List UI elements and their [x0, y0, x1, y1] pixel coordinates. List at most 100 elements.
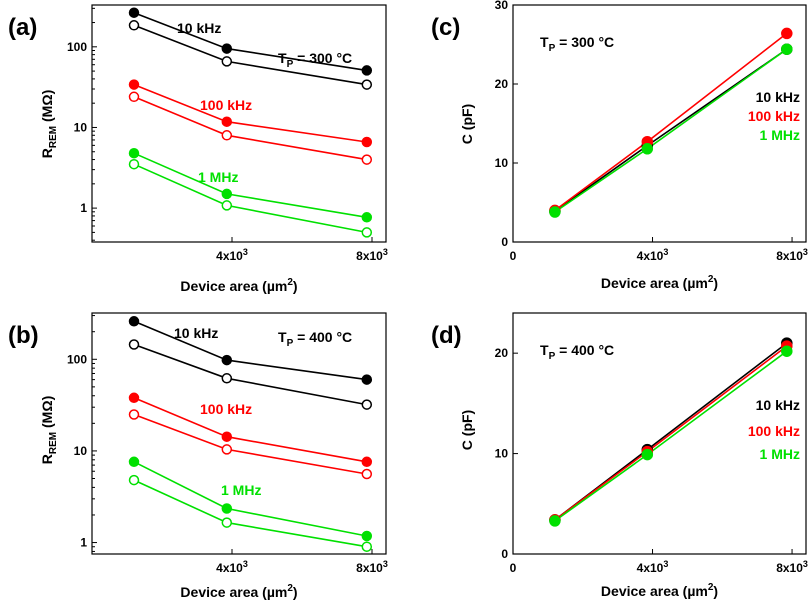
x-tick-label-a-0: 4x103 — [216, 247, 248, 263]
data-point-a-3-0 — [128, 91, 140, 103]
x-tick-label-c-0: 0 — [510, 249, 517, 263]
plot-frame-c — [512, 4, 807, 243]
data-point-b-4-0 — [128, 456, 140, 468]
data-point-a-3-1 — [221, 130, 233, 141]
y-tick-label-c-1: 10 — [495, 156, 509, 170]
x-tick-label-b-0: 4x103 — [216, 559, 248, 575]
data-point-b-2-0 — [128, 392, 140, 404]
series-label-d-0: 10 kHz — [756, 397, 800, 413]
x-tick-label-d-2: 8x103 — [776, 559, 808, 575]
data-point-c-1-2 — [781, 27, 793, 40]
series-label-b-2: 1 MHz — [221, 482, 261, 498]
y-tick-label-b-0: 1 — [80, 536, 87, 550]
data-point-b-0-2 — [361, 374, 373, 385]
series-label-a-0: 10 kHz — [177, 20, 221, 36]
x-tick-label-d-1: 4x103 — [637, 559, 669, 575]
data-point-a-0-1 — [221, 43, 233, 54]
panel-label-c: (c) — [431, 14, 460, 41]
data-point-b-4-1 — [221, 503, 233, 514]
data-point-a-1-2 — [361, 79, 373, 90]
data-point-b-3-1 — [221, 444, 233, 455]
series-label-c-2: 1 MHz — [760, 127, 800, 143]
y-tick-label-b-1: 10 — [74, 444, 88, 458]
data-point-b-1-1 — [221, 373, 233, 384]
series-label-c-0: 10 kHz — [756, 89, 800, 105]
data-point-b-5-0 — [128, 474, 140, 486]
panel-b: (b) 4x103 8x103 1 10 100 Device area (µm2) RREM… — [8, 312, 388, 600]
x-axis-label-b: Device area (µm2) — [180, 583, 297, 600]
annotation-tp-d: TP = 400 °C — [540, 342, 614, 362]
x-axis-label-a: Device area (µm2) — [180, 277, 297, 294]
data-point-a-5-2 — [361, 227, 373, 238]
data-point-b-3-0 — [128, 409, 140, 420]
panel-label-a: (a) — [8, 14, 37, 41]
panel-label-b: (b) — [8, 322, 39, 349]
series-line-a-2 — [133, 83, 367, 143]
data-point-a-2-2 — [361, 136, 373, 148]
y-axis-label-c: C (pF) — [459, 104, 475, 144]
data-point-a-4-2 — [361, 212, 373, 223]
x-axis-label-c: Device area (µm2) — [601, 274, 718, 291]
data-point-a-2-0 — [128, 79, 140, 90]
data-point-d-2-0 — [549, 515, 561, 527]
y-tick-label-b-2: 100 — [67, 352, 87, 366]
data-point-a-4-0 — [128, 147, 140, 159]
data-point-b-1-0 — [128, 339, 140, 350]
y-tick-label-d-0: 0 — [501, 547, 508, 561]
y-tick-label-a-0: 1 — [80, 201, 87, 215]
plot-frame-a — [91, 4, 387, 243]
y-tick-label-d-2: 20 — [495, 346, 509, 360]
data-point-c-2-2 — [781, 43, 793, 55]
data-point-a-2-1 — [221, 116, 233, 127]
x-tick-label-c-2: 8x103 — [776, 247, 808, 263]
y-axis-label-b: RREM (MΩ) — [39, 396, 59, 464]
data-point-a-3-2 — [361, 154, 373, 165]
y-tick-label-c-3: 30 — [495, 0, 509, 12]
series-line-c-2 — [554, 48, 788, 213]
x-tick-label-a-1: 8x103 — [356, 247, 388, 263]
plot-frame-d — [512, 312, 807, 555]
series-line-a-4 — [133, 152, 367, 219]
series-label-c-1: 100 kHz — [748, 108, 800, 124]
data-point-b-5-2 — [361, 541, 373, 552]
x-tick-label-d-0: 0 — [510, 561, 517, 575]
x-tick-label-c-1: 4x103 — [637, 247, 669, 263]
series-label-d-2: 1 MHz — [760, 446, 800, 462]
data-point-d-2-1 — [641, 448, 654, 461]
annotation-tp-c: TP = 300 °C — [540, 34, 614, 54]
panel-d: (d) 0 4x103 8x103 0 10 20 Device area (µm2) C (p… — [431, 312, 808, 599]
data-point-b-0-1 — [221, 354, 233, 366]
panel-c: (c) 0 4x103 8x103 0 10 20 30 Device area (µm2) C … — [431, 0, 808, 291]
y-tick-label-d-1: 10 — [495, 447, 509, 461]
series-line-b-3 — [133, 413, 367, 475]
data-point-a-5-1 — [221, 200, 233, 211]
x-tick-label-b-1: 8x103 — [356, 559, 388, 575]
annotation-tp-b: TP = 400 °C — [278, 329, 352, 349]
data-point-a-0-0 — [128, 7, 140, 18]
series-label-a-2: 1 MHz — [198, 169, 238, 185]
data-point-b-1-2 — [361, 399, 373, 410]
series-label-b-0: 10 kHz — [174, 325, 218, 341]
data-point-b-0-0 — [128, 316, 140, 327]
plot-frame-b — [91, 312, 387, 555]
y-tick-label-a-1: 10 — [74, 120, 88, 134]
y-tick-label-a-2: 100 — [67, 40, 87, 54]
x-axis-label-d: Device area (µm2) — [601, 582, 718, 599]
series-label-a-1: 100 kHz — [200, 97, 252, 113]
data-point-a-5-0 — [128, 158, 140, 170]
y-tick-label-c-0: 0 — [501, 235, 508, 249]
data-point-b-5-1 — [221, 517, 233, 528]
series-label-b-1: 100 kHz — [200, 401, 252, 417]
data-point-c-2-1 — [641, 143, 654, 155]
data-point-b-2-1 — [221, 431, 233, 442]
data-point-a-1-1 — [221, 56, 233, 67]
data-point-a-1-0 — [128, 20, 140, 31]
data-point-b-4-2 — [361, 530, 373, 542]
data-point-b-2-2 — [361, 456, 373, 468]
y-axis-label-a: RREM (MΩ) — [39, 90, 59, 158]
data-point-a-4-1 — [221, 188, 233, 200]
data-point-c-2-0 — [549, 206, 561, 218]
series-line-b-4 — [133, 461, 367, 537]
y-tick-label-c-2: 20 — [495, 77, 509, 91]
